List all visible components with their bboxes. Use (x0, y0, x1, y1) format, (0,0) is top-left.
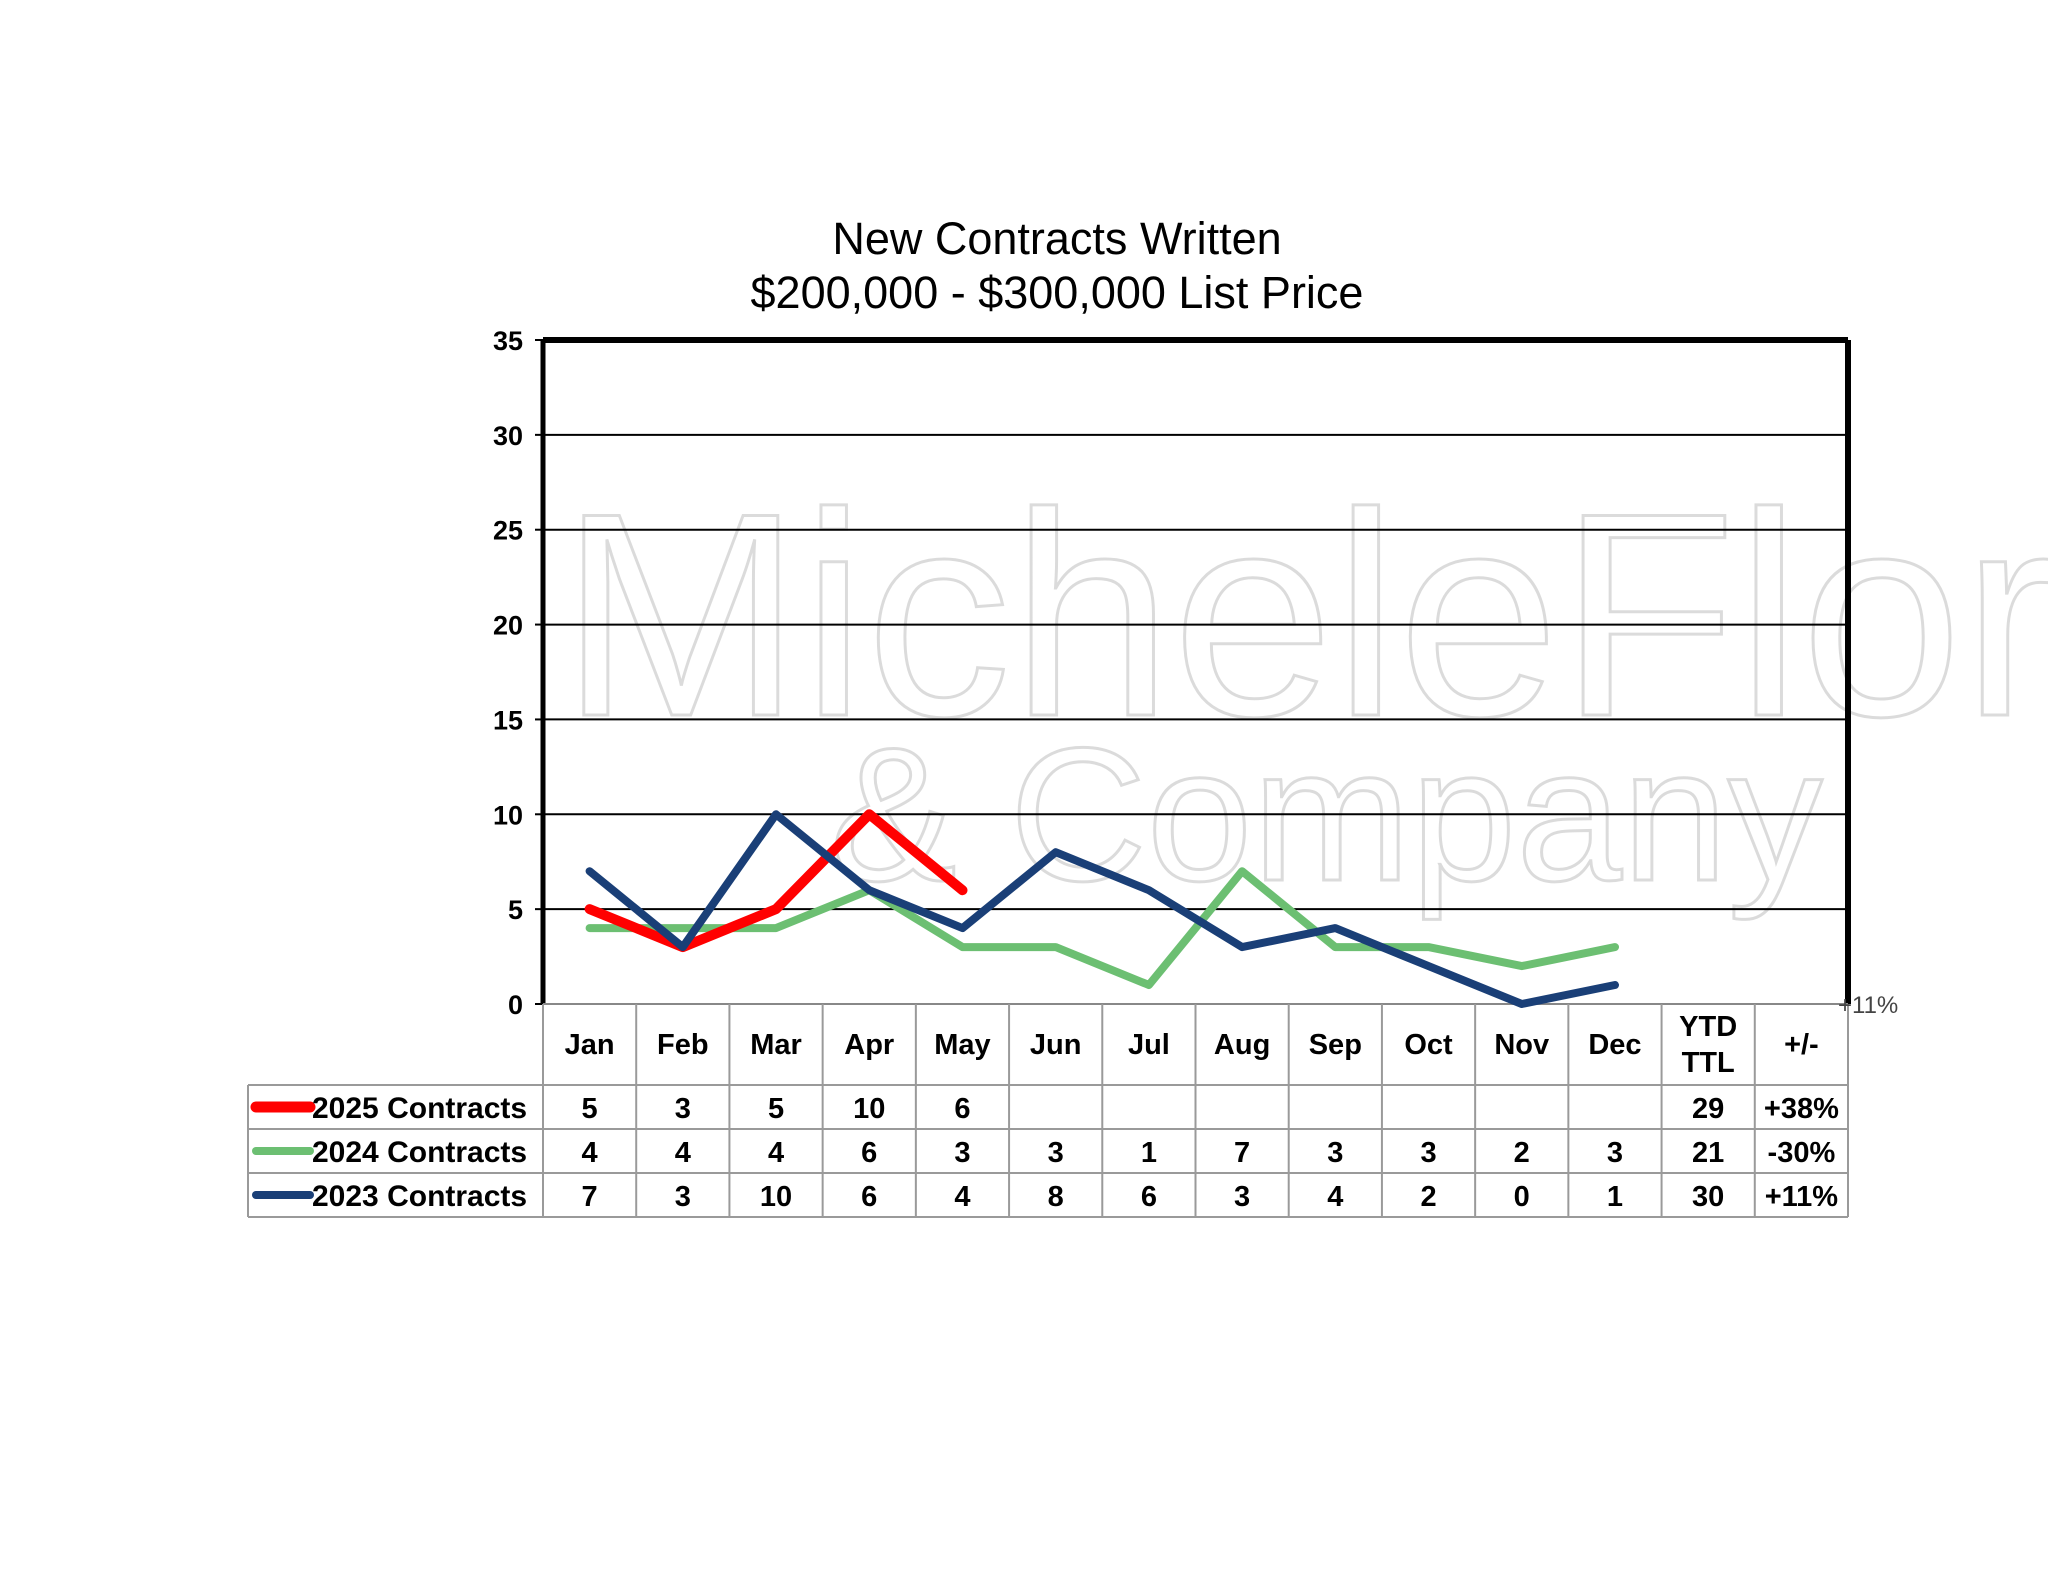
x-tick-label: Jun (1030, 1029, 1082, 1061)
data-table: Jan Feb Mar Apr May Jun Jul Aug Sep Oct Nov Dec YTD T… (247, 1004, 1849, 1218)
data-label: 3 (675, 1093, 691, 1125)
legend-label: 2025 Contracts (312, 1092, 527, 1125)
data-label: 5 (582, 1093, 598, 1125)
data-label: 10 (760, 1181, 792, 1213)
ytd-value: 29 (1692, 1093, 1724, 1125)
data-label: 1 (1141, 1137, 1157, 1169)
data-label: 4 (768, 1137, 784, 1169)
x-tick-label: Dec (1588, 1029, 1641, 1061)
data-label: 4 (675, 1137, 691, 1169)
x-tick-label: Jan (565, 1029, 615, 1061)
data-label: 2 (1514, 1137, 1530, 1169)
x-tick-label: Apr (844, 1029, 894, 1061)
x-tick-label: May (934, 1029, 990, 1061)
table-header-ytd: TTL (1682, 1047, 1735, 1079)
series-line-2023-contracts (585, 810, 1619, 1008)
ytd-value: 21 (1692, 1137, 1724, 1169)
x-tick-label: Aug (1214, 1029, 1270, 1061)
data-label: 0 (1514, 1181, 1530, 1213)
change-value: +11% (1765, 1181, 1839, 1213)
y-tick-label: 35 (493, 326, 523, 356)
data-label: 3 (1327, 1137, 1343, 1169)
change-value: +38% (1764, 1093, 1839, 1125)
x-tick-label: Sep (1309, 1029, 1362, 1061)
data-label: 6 (861, 1137, 877, 1169)
data-label: 7 (1234, 1137, 1250, 1169)
plot-area (540, 337, 1851, 1005)
data-label: 6 (861, 1181, 877, 1213)
table-header-change: +/- (1784, 1029, 1819, 1061)
series-line-2024-contracts (585, 867, 1619, 989)
data-label: 10 (853, 1093, 885, 1125)
chart-title: New Contracts Written (832, 213, 1281, 264)
data-label: 6 (1141, 1181, 1157, 1213)
data-label: 3 (954, 1137, 970, 1169)
y-tick-label: 25 (493, 516, 523, 546)
y-tick-label: 10 (493, 800, 523, 830)
data-label: 4 (582, 1137, 598, 1169)
x-tick-label: Jul (1128, 1029, 1170, 1061)
watermark-logo: MicheleFlory & Company (559, 452, 2048, 923)
watermark-line-1: MicheleFlory (560, 453, 2048, 778)
data-label: 8 (1048, 1181, 1064, 1213)
data-label: 3 (1048, 1137, 1064, 1169)
legend-label: 2024 Contracts (312, 1136, 527, 1169)
data-label: 5 (768, 1093, 784, 1125)
data-label: 4 (1327, 1181, 1343, 1213)
y-tick-label: 15 (493, 705, 523, 735)
series-line-2025-contracts (584, 809, 968, 953)
data-label: 3 (1420, 1137, 1436, 1169)
x-tick-label: Nov (1494, 1029, 1549, 1061)
data-label: 3 (1234, 1181, 1250, 1213)
data-label: 6 (954, 1093, 970, 1125)
data-label: 7 (582, 1181, 598, 1213)
data-label: 3 (675, 1181, 691, 1213)
x-tick-label: Mar (750, 1029, 802, 1061)
y-tick-label: 0 (508, 990, 523, 1020)
y-tick-label: 5 (508, 895, 523, 925)
data-label: 2 (1420, 1181, 1436, 1213)
data-label: 4 (954, 1181, 970, 1213)
legend-label: 2023 Contracts (312, 1180, 527, 1213)
x-tick-label: Oct (1404, 1029, 1453, 1061)
change-value: -30% (1768, 1137, 1836, 1169)
series-lines (584, 809, 1619, 1008)
ytd-value: 30 (1692, 1181, 1724, 1213)
table-header-ytd: YTD (1679, 1011, 1737, 1043)
y-axis: 0 5 10 15 20 25 30 35 (493, 326, 543, 1020)
chart-subtitle: $200,000 - $300,000 List Price (751, 267, 1364, 318)
y-tick-label: 30 (493, 421, 523, 451)
y-tick-label: 20 (493, 611, 523, 641)
x-tick-label: Feb (657, 1029, 709, 1061)
stray-annotation: +11% (1838, 992, 1898, 1019)
data-label: 3 (1607, 1137, 1623, 1169)
data-label: 1 (1607, 1181, 1623, 1213)
